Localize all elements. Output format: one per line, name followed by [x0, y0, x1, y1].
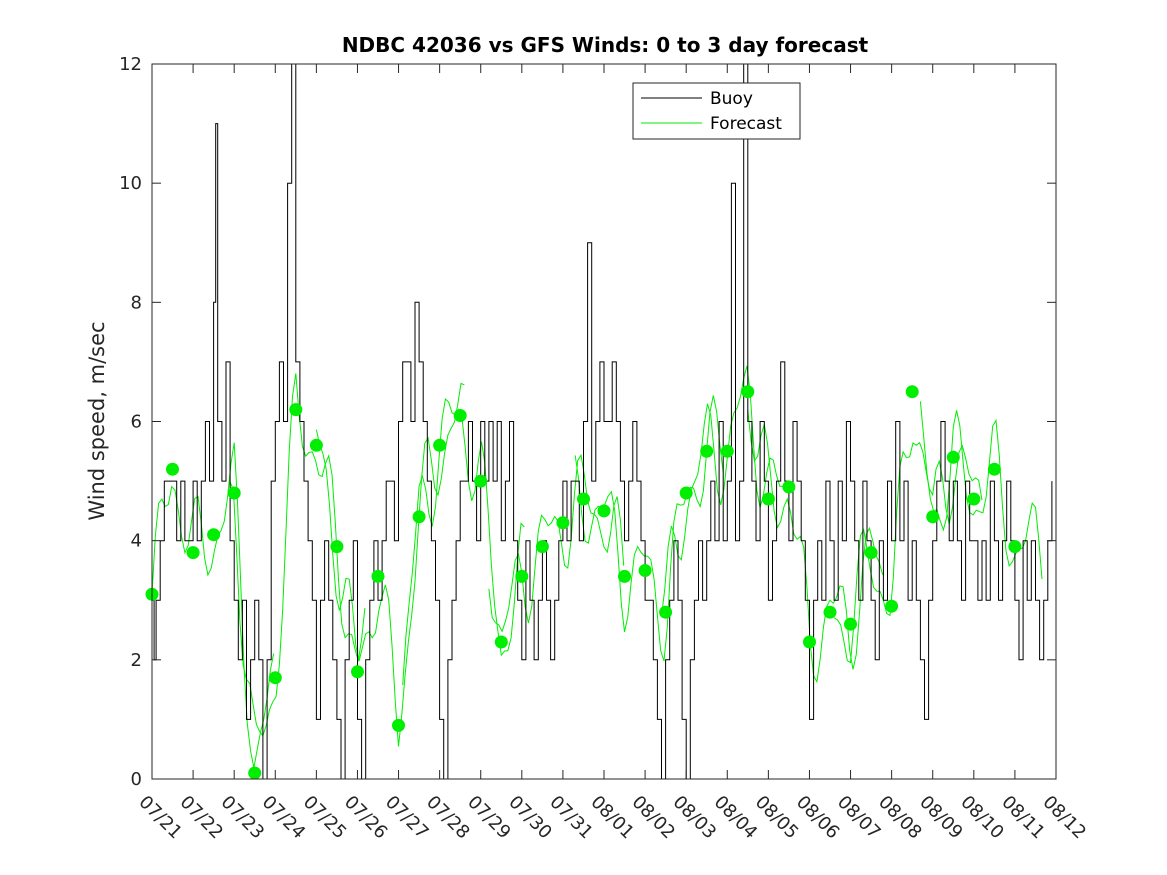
x-tick-label-0: 07/21: [134, 792, 186, 844]
forecast-point-42: [1008, 540, 1022, 554]
forecast-point-39: [946, 450, 960, 464]
forecast-point-15: [453, 409, 467, 422]
forecast-point-26: [679, 486, 693, 500]
forecast-line-9: [919, 401, 1043, 580]
x-tick-label-12: 08/02: [628, 792, 680, 844]
forecast-line-4: [488, 453, 625, 633]
legend: Buoy Forecast: [632, 82, 801, 140]
forecast-point-35: [864, 546, 878, 560]
forecast-point-22: [597, 504, 611, 518]
forecast-point-31: [782, 480, 796, 494]
forecast-point-4: [227, 486, 241, 500]
forecast-point-29: [741, 385, 755, 399]
x-tick-label-10: 07/31: [545, 792, 597, 844]
forecast-line-3: [402, 397, 525, 686]
legend-entry-0: Buoy: [710, 89, 753, 109]
forecast-line-1: [229, 373, 366, 737]
forecast-point-5: [248, 766, 262, 780]
x-tick-label-9: 07/30: [504, 792, 556, 844]
forecast-point-24: [638, 564, 652, 577]
forecast-point-11: [371, 569, 385, 583]
forecast-line-0: [151, 442, 275, 768]
x-tick-label-1: 07/22: [176, 792, 228, 844]
y-tick-label-3: 6: [131, 412, 142, 433]
forecast-line-2: [315, 382, 465, 747]
forecast-point-2: [186, 546, 200, 560]
x-tick-label-17: 08/07: [833, 792, 885, 844]
forecast-point-20: [556, 516, 570, 530]
buoy-series-line: [152, 63, 1053, 780]
y-tick-label-0: 0: [131, 769, 142, 790]
forecast-point-8: [309, 438, 323, 452]
forecast-point-17: [494, 635, 508, 649]
forecast-point-19: [535, 540, 549, 554]
x-tick-label-3: 07/24: [258, 792, 310, 844]
x-tick-label-22: 08/12: [1038, 792, 1090, 844]
x-tick-label-15: 08/05: [751, 792, 803, 844]
forecast-point-12: [392, 718, 405, 732]
x-tick-label-13: 08/03: [669, 792, 721, 844]
legend-entry-1: Forecast: [710, 114, 782, 134]
forecast-point-27: [700, 444, 714, 458]
y-axis-label: Wind speed, m/sec: [85, 321, 109, 520]
x-tick-label-11: 08/01: [586, 792, 638, 844]
forecast-point-3: [207, 528, 221, 542]
y-tick-label-4: 8: [131, 292, 142, 313]
forecast-point-38: [926, 510, 940, 524]
y-tick-label-5: 10: [119, 173, 142, 194]
forecast-point-10: [351, 665, 364, 679]
forecast-point-36: [885, 599, 899, 613]
forecast-point-33: [823, 605, 837, 619]
forecast-point-7: [289, 403, 303, 417]
forecast-point-37: [905, 385, 919, 399]
forecast-point-16: [474, 474, 488, 488]
x-tick-label-4: 07/25: [299, 792, 351, 844]
x-tick-label-7: 07/28: [422, 792, 474, 844]
forecast-point-30: [761, 492, 775, 506]
x-tick-label-5: 07/26: [340, 792, 392, 844]
forecast-line-7: [747, 410, 884, 684]
forecast-point-41: [987, 462, 1001, 476]
forecast-point-28: [720, 444, 734, 458]
x-tick-label-21: 08/11: [997, 792, 1049, 844]
forecast-markers: [145, 385, 1022, 780]
forecast-point-1: [166, 462, 179, 476]
x-tick-label-8: 07/29: [463, 792, 515, 844]
forecast-point-18: [515, 569, 529, 583]
x-tick-label-20: 08/10: [956, 792, 1008, 844]
y-tick-label-2: 4: [131, 531, 142, 552]
forecast-point-13: [412, 510, 426, 524]
x-tick-label-18: 08/08: [874, 792, 926, 844]
x-tick-label-14: 08/04: [710, 792, 762, 844]
forecast-point-40: [967, 492, 981, 506]
x-tick-label-2: 07/23: [217, 792, 269, 844]
buoy-line: [152, 63, 1053, 780]
forecast-point-25: [659, 605, 673, 619]
x-tick-label-6: 07/27: [381, 792, 433, 844]
forecast-point-21: [577, 492, 590, 506]
chart-title: NDBC 42036 vs GFS Winds: 0 to 3 day fore…: [342, 33, 869, 57]
forecast-point-32: [803, 635, 816, 649]
y-tick-label-1: 2: [131, 650, 142, 671]
x-tick-label-16: 08/06: [792, 792, 844, 844]
forecast-point-23: [618, 569, 631, 583]
forecast-point-14: [433, 438, 447, 452]
forecast-point-9: [330, 540, 344, 554]
forecast-point-34: [844, 617, 857, 631]
x-tick-label-19: 08/09: [915, 792, 967, 844]
y-tick-label-6: 12: [119, 54, 142, 75]
forecast-point-6: [268, 671, 282, 685]
legend-box: [632, 82, 801, 140]
